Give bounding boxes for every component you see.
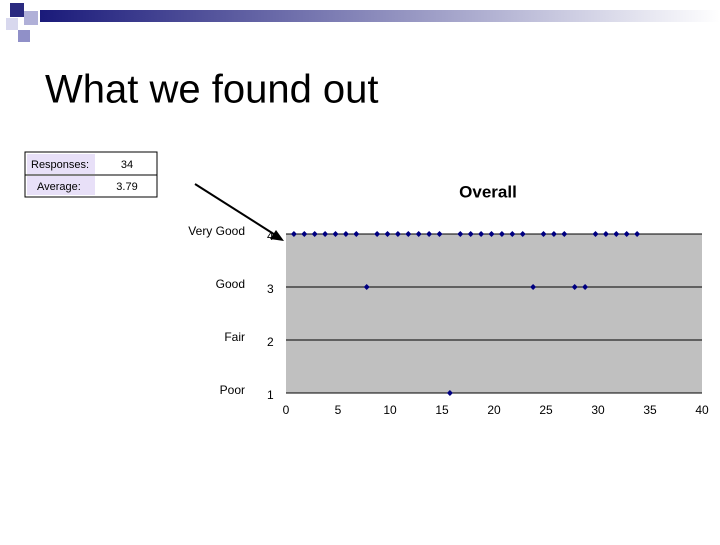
data-point bbox=[592, 231, 599, 237]
x-tick-label: 40 bbox=[695, 403, 709, 417]
data-point bbox=[582, 284, 589, 290]
data-point bbox=[602, 231, 609, 237]
data-point bbox=[384, 231, 391, 237]
rating-label: Poor bbox=[220, 383, 245, 397]
data-point bbox=[509, 231, 516, 237]
data-point bbox=[540, 231, 547, 237]
x-tick-label: 35 bbox=[643, 403, 657, 417]
data-point bbox=[457, 231, 464, 237]
data-point bbox=[394, 231, 401, 237]
summary-table: Responses: 34 Average: 3.79 bbox=[24, 151, 158, 198]
data-point bbox=[613, 231, 620, 237]
data-point bbox=[363, 284, 370, 290]
x-tick-label: 30 bbox=[591, 403, 605, 417]
table-cell: 34 bbox=[121, 159, 133, 171]
chart-title: Overall bbox=[459, 182, 517, 201]
data-point bbox=[561, 231, 568, 237]
x-tick-label: 5 bbox=[335, 403, 342, 417]
data-point bbox=[498, 231, 505, 237]
x-tick-label: 10 bbox=[383, 403, 397, 417]
data-point bbox=[519, 231, 526, 237]
data-point bbox=[332, 231, 339, 237]
x-tick-label: 0 bbox=[283, 403, 290, 417]
table-cell: 3.79 bbox=[116, 181, 137, 193]
table-cell: Responses: bbox=[31, 159, 89, 171]
x-tick-label: 15 bbox=[435, 403, 449, 417]
rating-label: Very Good bbox=[188, 224, 245, 238]
data-point bbox=[301, 231, 308, 237]
data-point bbox=[634, 231, 641, 237]
rating-label: Good bbox=[216, 277, 245, 291]
data-point bbox=[290, 231, 297, 237]
data-point bbox=[342, 231, 349, 237]
data-point bbox=[488, 231, 495, 237]
data-point bbox=[478, 231, 485, 237]
data-point bbox=[446, 390, 453, 396]
data-point bbox=[311, 231, 318, 237]
x-tick-label: 25 bbox=[539, 403, 553, 417]
y-tick-label: 2 bbox=[267, 335, 274, 349]
data-point bbox=[530, 284, 537, 290]
data-point bbox=[623, 231, 630, 237]
data-point bbox=[467, 231, 474, 237]
plot-area bbox=[286, 234, 702, 393]
table-cell: Average: bbox=[37, 181, 81, 193]
header-decoration bbox=[6, 3, 720, 42]
data-point bbox=[426, 231, 433, 237]
data-point bbox=[353, 231, 360, 237]
y-tick-label: 1 bbox=[267, 388, 274, 402]
data-point bbox=[405, 231, 412, 237]
slide-title: What we found out bbox=[45, 68, 379, 112]
data-point bbox=[550, 231, 557, 237]
arrow bbox=[194, 183, 284, 241]
rating-label: Fair bbox=[224, 330, 245, 344]
data-point bbox=[436, 231, 443, 237]
data-point bbox=[571, 284, 578, 290]
data-point bbox=[374, 231, 381, 237]
y-tick-label: 3 bbox=[267, 282, 274, 296]
data-point bbox=[415, 231, 422, 237]
x-tick-label: 20 bbox=[487, 403, 501, 417]
data-point bbox=[322, 231, 329, 237]
y-tick-label: 4 bbox=[267, 229, 274, 243]
